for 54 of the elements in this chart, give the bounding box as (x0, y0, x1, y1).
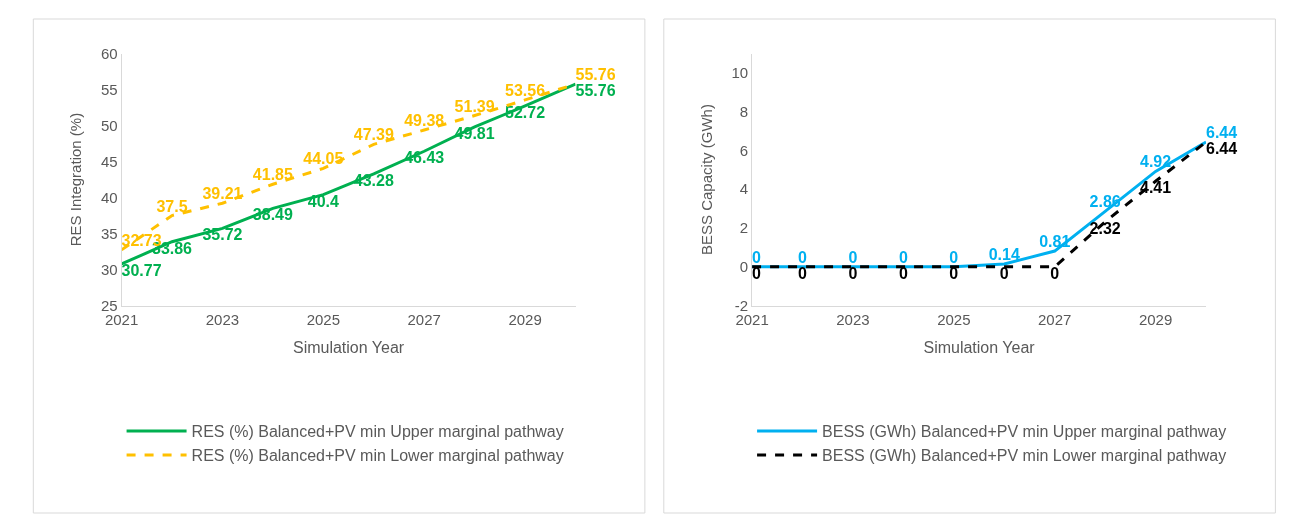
legend-label: RES (%) Balanced+PV min Upper marginal pathway (191, 423, 564, 441)
y-tick-label: 35 (100, 224, 118, 242)
y-tick-label: 30 (100, 260, 118, 278)
x-axis-title: Simulation Year (292, 339, 405, 357)
x-tick-label: 2023 (836, 310, 870, 328)
data-label: 0.14 (988, 246, 1020, 264)
legend-label: BESS (GWh) Balanced+PV min Upper marginal pathway (822, 423, 1227, 441)
data-label: 55.76 (575, 82, 616, 100)
y-tick-label: 8 (739, 102, 749, 120)
data-label: 30.77 (121, 261, 162, 279)
y-tick-label: 40 (100, 188, 118, 206)
y-tick-label: 2 (739, 219, 749, 237)
x-axis-title: Simulation Year (923, 339, 1036, 357)
y-tick-label: 0 (739, 258, 749, 276)
data-label: 0 (798, 264, 808, 282)
data-label: 0 (898, 248, 908, 266)
data-label: 0 (798, 248, 808, 266)
data-label: 41.85 (252, 166, 294, 184)
data-label: 0 (1050, 264, 1060, 282)
data-label: 44.05 (303, 150, 344, 168)
x-tick-label: 2027 (1038, 310, 1072, 328)
data-label: 0 (752, 248, 762, 266)
data-label: 53.56 (505, 81, 546, 99)
data-label: 0 (848, 248, 858, 266)
y-tick-label: 10 (731, 64, 749, 82)
y-axis-title: RES Integration (%) (67, 112, 85, 247)
y-tick-label: 4 (739, 180, 749, 198)
data-label: 4.41 (1140, 179, 1172, 197)
data-label: 6.44 (1206, 139, 1238, 157)
data-label: 37.5 (156, 197, 188, 215)
legend-label: BESS (GWh) Balanced+PV min Lower marginal pathway (822, 447, 1227, 465)
x-tick-label: 2029 (1138, 310, 1173, 328)
data-label: 47.39 (353, 126, 394, 144)
data-label: 49.38 (404, 112, 445, 130)
y-tick-label: 6 (739, 141, 749, 159)
data-label: 4.92 (1140, 153, 1172, 171)
data-label: 2.32 (1089, 219, 1121, 237)
y-axis-title: BESS Capacity (GWh) (697, 104, 715, 255)
y-tick-label: 45 (100, 152, 118, 170)
data-label: 55.76 (575, 66, 616, 84)
x-tick-label: 2025 (937, 310, 971, 328)
x-tick-label: 2027 (407, 310, 441, 328)
x-tick-label: 2029 (508, 310, 542, 328)
data-label: 0 (999, 264, 1009, 282)
data-label: 0 (848, 264, 858, 282)
x-tick-label: 2023 (205, 310, 240, 328)
y-tick-label: 50 (100, 116, 118, 134)
x-tick-label: 2025 (306, 310, 341, 328)
y-tick-label: 55 (100, 80, 118, 98)
data-label: 0 (949, 248, 959, 266)
data-label: 6.44 (1206, 123, 1238, 141)
legend-label: RES (%) Balanced+PV min Lower marginal pathway (191, 447, 564, 465)
data-label: 51.39 (454, 97, 495, 115)
y-tick-label: 60 (100, 44, 118, 62)
